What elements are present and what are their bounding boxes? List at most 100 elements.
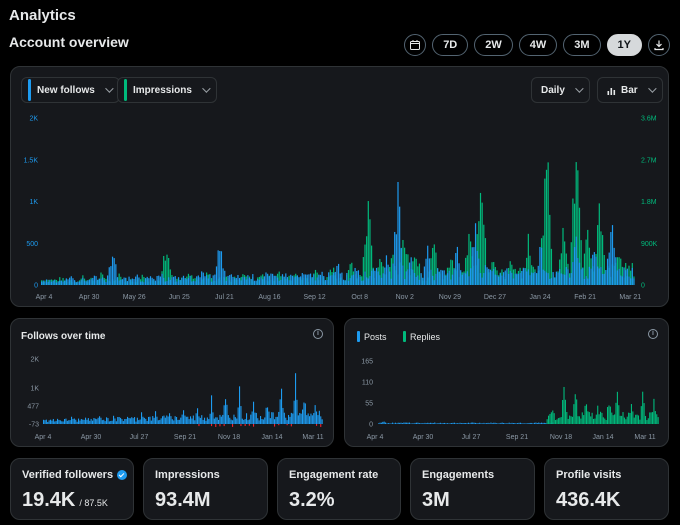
follows-bar — [86, 419, 88, 424]
follows-bar — [321, 419, 323, 424]
new-follows-bar — [144, 278, 147, 285]
posts-bar — [401, 423, 403, 424]
impressions-bar — [542, 235, 544, 285]
replies-bar — [651, 412, 654, 424]
follows-bar — [205, 420, 207, 424]
posts-bar — [387, 423, 389, 424]
impressions-bar — [314, 269, 317, 285]
replies-bar — [571, 416, 573, 424]
new-follows-bar — [293, 277, 295, 285]
follows-bar — [318, 410, 320, 424]
posts-bar — [400, 422, 402, 424]
follows-bar — [59, 420, 61, 424]
range-7d-button[interactable]: 7D — [432, 34, 469, 56]
y-axis-left-tick: 500 — [26, 241, 38, 248]
follows-bar — [87, 418, 89, 424]
follows-bar — [184, 415, 186, 424]
new-follows-bar — [354, 267, 356, 285]
new-follows-bar — [54, 279, 56, 285]
new-follows-bar — [451, 274, 454, 285]
main-chart-card: New follows Impressions Daily Bar 0 500 1K… — [10, 66, 669, 307]
legend-color-replies — [403, 331, 406, 342]
posts-bar — [410, 423, 412, 424]
posts-bar — [536, 423, 538, 424]
x-axis-tick: Jul 27 — [462, 434, 481, 441]
new-follows-bar — [173, 276, 175, 285]
new-follows-bar — [578, 262, 581, 285]
new-follows-bar — [60, 280, 62, 285]
follows-bar — [141, 412, 143, 424]
new-follows-bar — [387, 264, 389, 285]
stat-card-engagement-rate[interactable]: Engagement rate 3.2% — [277, 458, 401, 520]
new-follows-bar — [45, 279, 48, 285]
new-follows-bar — [377, 271, 379, 285]
follows-negative-bar — [219, 424, 221, 427]
follows-bar — [181, 414, 183, 424]
range-3m-button[interactable]: 3M — [563, 34, 601, 56]
new-follows-bar — [111, 256, 114, 285]
stat-card-profile-visits[interactable]: Profile visits 436.4K — [544, 458, 669, 520]
granularity-dropdown[interactable]: Daily — [531, 77, 590, 103]
follows-bar — [234, 417, 236, 424]
posts-bar — [417, 422, 419, 424]
calendar-button[interactable] — [404, 34, 427, 56]
legend-replies[interactable]: Replies — [403, 331, 440, 342]
follows-bar — [171, 419, 173, 424]
x-axis-tick: May 26 — [123, 294, 146, 301]
new-follows-bar — [49, 279, 51, 285]
range-4w-button[interactable]: 4W — [518, 34, 558, 56]
impressions-bar — [141, 274, 143, 285]
x-axis-tick: Jun 25 — [169, 294, 190, 301]
follows-bar — [295, 373, 297, 424]
new-follows-bar — [83, 280, 86, 285]
new-follows-bar — [410, 257, 412, 285]
follows-bar — [285, 417, 287, 424]
new-follows-bar — [313, 274, 315, 285]
replies-bar — [635, 414, 637, 424]
chart-type-dropdown[interactable]: Bar — [597, 77, 663, 103]
metric-selector-impressions[interactable]: Impressions — [117, 77, 217, 103]
follows-negative-bar — [244, 424, 246, 426]
stat-card-impressions[interactable]: Impressions 93.4M — [143, 458, 268, 520]
new-follows-bar — [110, 266, 112, 285]
impressions-bar — [602, 235, 604, 285]
download-button[interactable] — [648, 34, 670, 56]
follows-bar — [290, 412, 292, 424]
posts-bar — [445, 423, 447, 424]
legend-posts[interactable]: Posts — [357, 331, 387, 342]
new-follows-bar — [417, 275, 419, 285]
replies-bar — [614, 414, 616, 424]
posts-bar — [518, 422, 520, 424]
follows-bar — [218, 419, 220, 424]
new-follows-bar — [491, 271, 493, 285]
stat-card-engagements[interactable]: Engagements 3M — [410, 458, 535, 520]
posts-bar — [422, 423, 425, 424]
new-follows-bar — [547, 273, 549, 285]
follows-bar — [76, 421, 78, 424]
follows-bar — [194, 420, 196, 424]
impressions-bar — [366, 236, 368, 285]
range-2w-button[interactable]: 2W — [474, 34, 513, 56]
follows-bar — [174, 416, 176, 424]
follows-bar — [148, 416, 150, 424]
follows-bar — [254, 412, 256, 424]
metric-selector-new-follows[interactable]: New follows — [21, 77, 120, 103]
new-follows-bar — [522, 268, 524, 285]
posts-bar — [466, 423, 468, 424]
new-follows-bar — [531, 272, 533, 285]
info-icon[interactable]: i — [648, 329, 658, 339]
replies-bar — [653, 398, 655, 424]
info-icon[interactable]: i — [313, 329, 323, 339]
impressions-bar — [166, 254, 168, 285]
y-axis-tick: 165 — [361, 359, 373, 366]
replies-bar — [615, 402, 617, 424]
stat-value-text: 19.4K — [22, 489, 76, 511]
impressions-bar — [573, 203, 576, 285]
posts-bar — [411, 423, 413, 424]
stat-card-verified-followers[interactable]: Verified followers 19.4K/ 87.5K — [10, 458, 134, 520]
new-follows-bar — [245, 279, 247, 285]
impressions-bar — [598, 203, 600, 285]
posts-bar — [439, 422, 441, 424]
range-1y-button[interactable]: 1Y — [606, 34, 642, 56]
follows-bar — [58, 419, 60, 424]
